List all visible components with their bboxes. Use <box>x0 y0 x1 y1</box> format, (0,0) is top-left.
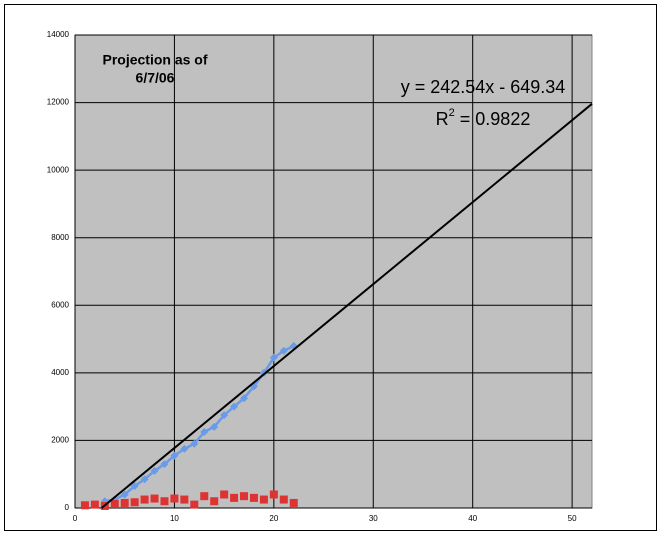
marker <box>170 494 179 503</box>
x-tick-label: 0 <box>73 514 78 523</box>
marker <box>130 482 139 491</box>
marker <box>180 495 189 504</box>
marker <box>140 495 149 504</box>
y-tick-label: 14000 <box>47 30 70 39</box>
marker <box>140 475 149 484</box>
marker <box>240 492 249 501</box>
marker <box>130 498 139 507</box>
marker <box>249 493 258 502</box>
r-squared: R2 = 0.9822 <box>436 107 531 129</box>
plot-area <box>74 34 593 509</box>
marker <box>150 494 159 503</box>
marker <box>190 439 199 448</box>
x-tick-label: 50 <box>568 514 577 523</box>
trendline <box>100 103 593 509</box>
r2-symbol: R <box>436 109 449 129</box>
marker <box>269 353 278 362</box>
marker <box>269 490 278 499</box>
x-tick-label: 30 <box>369 514 378 523</box>
y-tick-label: 4000 <box>51 368 69 377</box>
marker <box>150 466 159 475</box>
y-tick-label: 0 <box>65 503 70 512</box>
marker <box>120 490 129 499</box>
y-tick-label: 10000 <box>47 165 70 174</box>
y-tick-label: 6000 <box>51 300 69 309</box>
x-tick-label: 40 <box>468 514 477 523</box>
marker <box>230 493 239 502</box>
y-tick-label: 8000 <box>51 233 69 242</box>
marker <box>279 346 288 355</box>
marker <box>210 497 219 506</box>
marker <box>160 460 169 469</box>
marker <box>259 495 268 504</box>
x-tick-label: 10 <box>170 514 179 523</box>
marker <box>240 394 249 403</box>
marker <box>220 490 229 499</box>
trend-equation: y = 242.54x - 649.34 <box>401 77 566 97</box>
marker <box>90 500 99 509</box>
marker <box>200 427 209 436</box>
marker <box>80 501 89 510</box>
y-tick-label: 12000 <box>47 98 70 107</box>
chart-title: Projection as of <box>102 52 207 68</box>
marker <box>289 498 298 507</box>
marker <box>230 402 239 411</box>
marker <box>200 492 209 501</box>
chart-title: 6/7/06 <box>136 70 175 86</box>
marker <box>220 411 229 420</box>
marker <box>279 495 288 504</box>
marker <box>190 500 199 509</box>
marker <box>160 497 169 506</box>
marker <box>120 498 129 507</box>
y-tick-label: 2000 <box>51 436 69 445</box>
marker <box>170 451 179 460</box>
marker <box>180 444 189 453</box>
x-tick-label: 20 <box>269 514 278 523</box>
marker <box>210 422 219 431</box>
marker <box>110 499 119 508</box>
r2-exponent: 2 <box>449 107 455 119</box>
r2-text: = 0.9822 <box>455 109 531 129</box>
